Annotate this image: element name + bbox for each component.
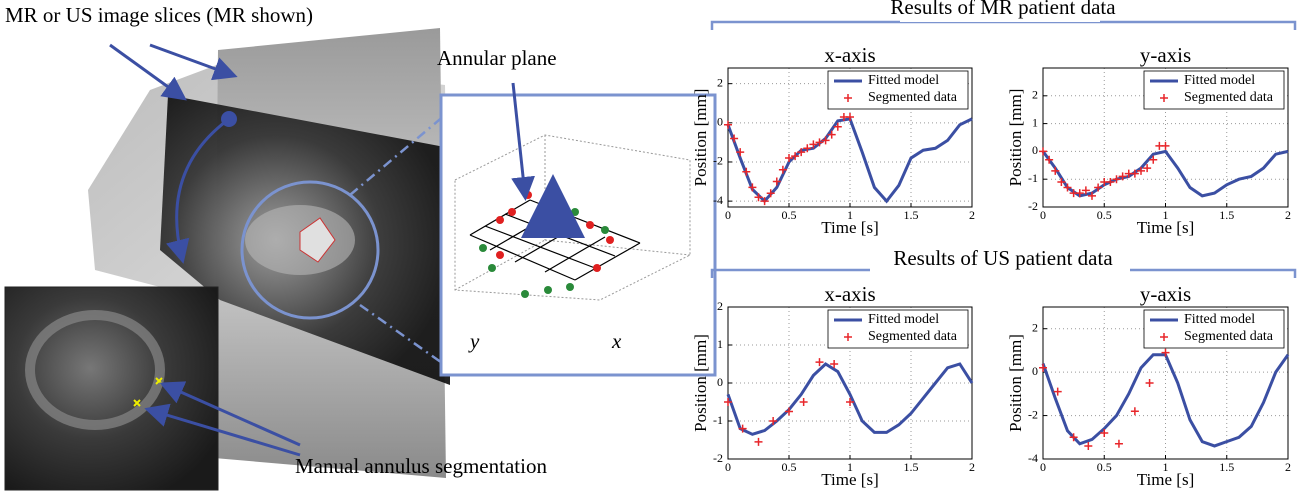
x-axis-label: Time [s] xyxy=(1137,218,1194,237)
legend-label: Segmented data xyxy=(1184,329,1274,344)
bracket xyxy=(712,22,1295,30)
y-tick-label: 0 xyxy=(1032,143,1038,157)
annotation: Manual annulus segmentation xyxy=(295,454,547,478)
y-tick-label: 2 xyxy=(717,75,723,89)
y-tick-label: 0 xyxy=(1032,364,1038,378)
legend-label: Fitted model xyxy=(868,312,939,327)
y-tick-label: -4 xyxy=(713,193,723,207)
x-tick-label: 0.5 xyxy=(782,208,797,222)
x-axis-label: Time [s] xyxy=(821,470,878,489)
mr-illustration: MR or US image slices (MR shown) Annular… xyxy=(5,3,715,490)
x-tick-label: 0.5 xyxy=(782,460,797,474)
y-tick-label: -2 xyxy=(1028,407,1038,421)
x-tick-label: 0.5 xyxy=(1097,460,1112,474)
y-axis-label: Position [mm] xyxy=(691,89,710,187)
axis-label: y xyxy=(468,329,480,353)
y-tick-label: 1 xyxy=(717,337,723,351)
y-tick-label: -2 xyxy=(1028,199,1038,213)
y-tick-label: -2 xyxy=(713,451,723,465)
x-tick-label: 2 xyxy=(1285,460,1291,474)
y-tick-label: 1 xyxy=(1032,115,1038,129)
x-tick-label: 1.5 xyxy=(904,208,919,222)
x-tick-label: 0 xyxy=(1040,460,1046,474)
legend-label: Segmented data xyxy=(868,90,958,105)
x-tick-label: 1.5 xyxy=(904,460,919,474)
x-tick-label: 1.5 xyxy=(1219,460,1234,474)
annotation: Annular plane xyxy=(437,46,557,70)
x-axis-label: Time [s] xyxy=(821,218,878,237)
y-tick-label: -1 xyxy=(1028,171,1038,185)
x-tick-label: 0.5 xyxy=(1097,208,1112,222)
legend-label: Segmented data xyxy=(1184,90,1274,105)
chart-title: y-axis xyxy=(1140,282,1191,306)
legend-label: Fitted model xyxy=(1184,312,1255,327)
inset-box xyxy=(441,95,715,375)
group-title: Results of MR patient data xyxy=(890,0,1116,19)
y-axis-label: Position [mm] xyxy=(1006,334,1025,432)
y-tick-label: 2 xyxy=(1032,88,1038,102)
x-tick-label: 0 xyxy=(725,460,731,474)
chart-title: x-axis xyxy=(824,43,875,67)
x-tick-label: 2 xyxy=(969,208,975,222)
y-tick-label: -2 xyxy=(713,154,723,168)
y-axis-label: Position [mm] xyxy=(1006,89,1025,187)
y-tick-label: 2 xyxy=(1032,320,1038,334)
chart-title: y-axis xyxy=(1140,43,1191,67)
legend-label: Fitted model xyxy=(1184,73,1255,88)
figure: MR or US image slices (MR shown) Annular… xyxy=(0,0,1302,493)
group-title: Results of US patient data xyxy=(893,246,1113,270)
x-tick-label: 1.5 xyxy=(1219,208,1234,222)
legend-label: Fitted model xyxy=(868,73,939,88)
chart-title: x-axis xyxy=(824,282,875,306)
y-axis-label: Position [mm] xyxy=(691,334,710,432)
x-tick-label: 2 xyxy=(1285,208,1291,222)
y-tick-label: -1 xyxy=(713,413,723,427)
x-tick-label: 0 xyxy=(1040,208,1046,222)
y-tick-label: 0 xyxy=(717,375,723,389)
y-tick-label: 2 xyxy=(717,299,723,313)
axis-label: x xyxy=(611,329,622,353)
legend-label: Segmented data xyxy=(868,329,958,344)
y-tick-label: 0 xyxy=(717,115,723,129)
x-tick-label: 2 xyxy=(969,460,975,474)
x-tick-label: 0 xyxy=(725,208,731,222)
y-tick-label: -4 xyxy=(1028,451,1038,465)
x-axis-label: Time [s] xyxy=(1137,470,1194,489)
annotation: MR or US image slices (MR shown) xyxy=(5,3,313,27)
